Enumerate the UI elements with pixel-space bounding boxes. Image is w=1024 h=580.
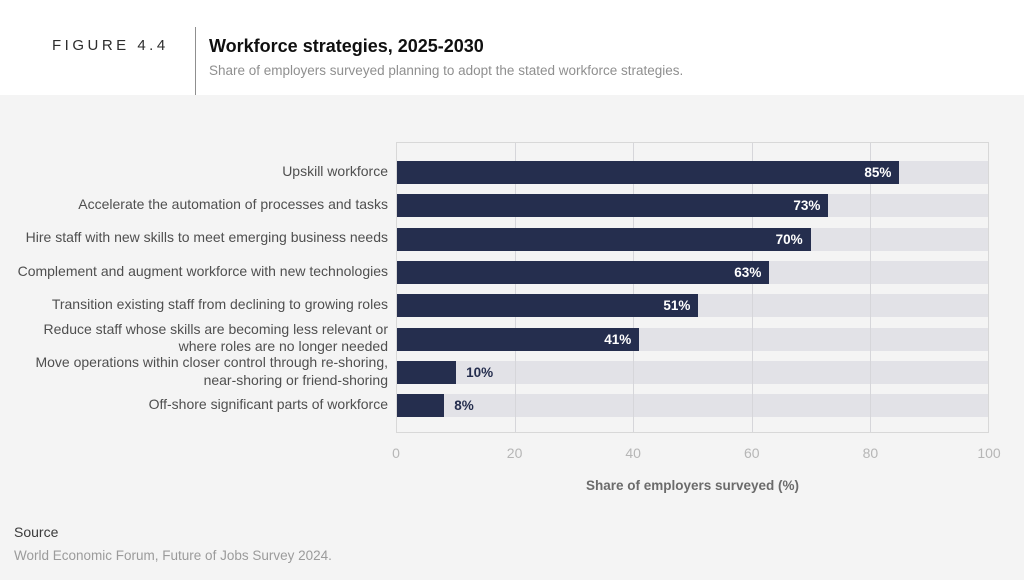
bar-value-label: 10% (466, 365, 494, 381)
gridline (751, 143, 753, 432)
bar-row: 73% (397, 194, 988, 218)
plot-area: 85% 73% 70% 63% 51% 41% 10% 8% (396, 142, 989, 433)
gridline (869, 143, 871, 432)
category-label: Hire staff with new skills to meet emerg… (25, 229, 388, 246)
bar: 70% (397, 227, 811, 251)
x-tick-label: 100 (977, 445, 1001, 461)
bar-value-label: 63% (734, 265, 762, 281)
x-tick-label: 80 (862, 445, 879, 461)
category-label: Move operations within closer control th… (35, 354, 388, 388)
bar (397, 394, 445, 418)
x-tick-label: 60 (744, 445, 760, 461)
x-tick-label: 0 (392, 445, 400, 461)
x-tick-label: 20 (506, 445, 523, 461)
bar-value-label: 41% (604, 331, 632, 347)
category-label: Reduce staff whose skills are becoming l… (43, 320, 388, 355)
gridline (515, 143, 517, 432)
bar: 73% (397, 194, 829, 218)
bar-row: 85% (397, 161, 988, 184)
bar-value-label: 8% (454, 398, 474, 414)
chart-title: Workforce strategies, 2025-2030 (209, 36, 484, 56)
header-divider (195, 27, 196, 95)
category-label: Accelerate the automation of processes a… (78, 196, 388, 213)
bar-value-label: 85% (864, 165, 892, 180)
category-label: Complement and augment workforce with ne… (17, 262, 388, 279)
bar-value-label: 51% (663, 298, 691, 314)
category-label: Off-shore significant parts of workforce (148, 396, 388, 413)
source-text: World Economic Forum, Future of Jobs Sur… (14, 548, 332, 563)
bar: 51% (397, 294, 699, 318)
x-tick-label: 40 (625, 445, 641, 461)
figure-header: FIGURE 4.4 Workforce strategies, 2025-20… (0, 0, 1024, 95)
bar-track (397, 394, 988, 418)
source-heading: Source (14, 524, 59, 540)
bar: 85% (397, 161, 900, 184)
bar (397, 361, 457, 385)
bar-row: 41% (397, 327, 988, 351)
figure-label: FIGURE 4.4 (52, 37, 169, 54)
category-label: Transition existing staff from declining… (51, 296, 388, 313)
category-label: Upskill workforce (282, 162, 388, 179)
bar: 63% (397, 261, 770, 285)
bar-row: 63% (397, 261, 988, 285)
bar-row: 8% (397, 394, 988, 418)
x-axis-title: Share of employers surveyed (%) (585, 478, 800, 493)
chart-subtitle: Share of employers surveyed planning to … (209, 63, 684, 78)
x-axis: 0 20 40 60 80 100 (392, 445, 1001, 463)
bar-row: 70% (397, 227, 988, 251)
bar-value-label: 73% (793, 198, 821, 214)
bar-row: 51% (397, 294, 988, 318)
bar-track (397, 361, 988, 385)
bar-value-label: 70% (775, 231, 803, 247)
bar: 41% (397, 327, 640, 351)
bar-row: 10% (397, 361, 988, 385)
gridline (633, 143, 635, 432)
category-labels: Upskill workforce Accelerate the automati… (0, 142, 388, 433)
